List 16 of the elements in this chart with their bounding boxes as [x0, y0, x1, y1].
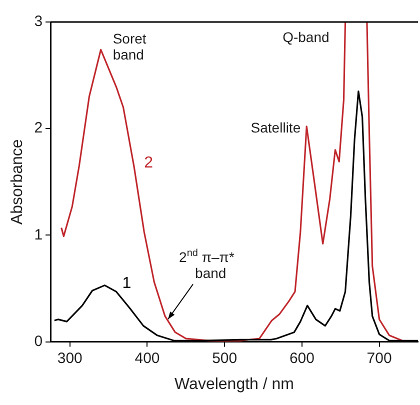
x-tick-label: 500 — [212, 350, 238, 367]
y-tick-label: 2 — [34, 120, 43, 137]
series-label: 2 — [144, 154, 154, 172]
annotation: Q-band — [282, 28, 330, 45]
y-tick-label: 0 — [34, 332, 43, 350]
x-tick-label: 400 — [134, 350, 160, 367]
x-tick-label: 300 — [57, 350, 82, 367]
series-label: 1 — [122, 275, 132, 292]
y-tick-label: 3 — [34, 13, 43, 30]
annotation: Satellite — [250, 119, 301, 136]
x-axis-title: Wavelength / nm — [174, 376, 294, 393]
y-tick-label: 1 — [34, 226, 43, 244]
annotation: Soret band — [112, 30, 146, 63]
x-tick-label: 600 — [289, 350, 314, 367]
x-tick-label: 700 — [366, 350, 392, 367]
y-axis-title: Absorbance — [9, 139, 26, 225]
